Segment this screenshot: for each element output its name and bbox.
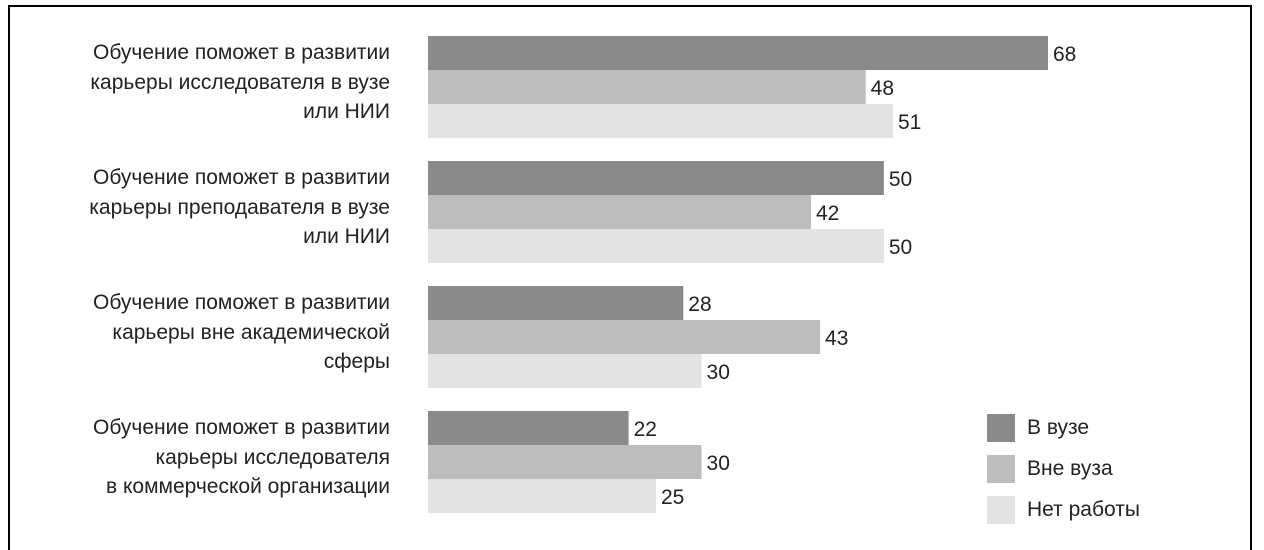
bar <box>428 36 1048 70</box>
data-label: 43 <box>825 327 848 350</box>
category-label: Обучение поможет в развитии карьеры иссл… <box>90 41 390 123</box>
bar <box>428 70 866 104</box>
bar <box>428 195 811 229</box>
legend-swatch <box>987 414 1015 442</box>
bar <box>428 161 884 195</box>
category-label: Обучение поможет в развитии карьеры иссл… <box>93 416 390 498</box>
legend-label: Нет работы <box>1027 498 1140 521</box>
legend-item: В вузе <box>987 414 1089 442</box>
legend-label: В вузе <box>1027 416 1090 439</box>
bar <box>428 445 702 479</box>
data-label: 22 <box>634 418 657 441</box>
category-label: Обучение поможет в развитии карьеры преп… <box>89 166 390 248</box>
data-label: 42 <box>816 202 839 225</box>
legend-label: Вне вуза <box>1027 457 1113 480</box>
legend-swatch <box>987 496 1015 524</box>
bar <box>428 411 629 445</box>
bar <box>428 320 821 354</box>
legend-item: Вне вуза <box>987 455 1113 483</box>
legend-item: Нет работы <box>987 496 1140 524</box>
data-label: 25 <box>661 486 684 509</box>
bar <box>428 104 893 138</box>
bar <box>428 354 702 388</box>
data-label: 30 <box>707 452 730 475</box>
data-label: 28 <box>688 293 711 316</box>
bar <box>428 229 884 263</box>
bar <box>428 479 656 513</box>
legend-swatch <box>987 455 1015 483</box>
data-label: 68 <box>1053 43 1076 66</box>
data-label: 51 <box>898 111 921 134</box>
bar <box>428 286 684 320</box>
data-label: 50 <box>889 168 912 191</box>
data-label: 30 <box>707 361 730 384</box>
data-label: 48 <box>871 77 894 100</box>
category-label: Обучение поможет в развитии карьеры вне … <box>93 291 390 373</box>
data-label: 50 <box>889 236 912 259</box>
